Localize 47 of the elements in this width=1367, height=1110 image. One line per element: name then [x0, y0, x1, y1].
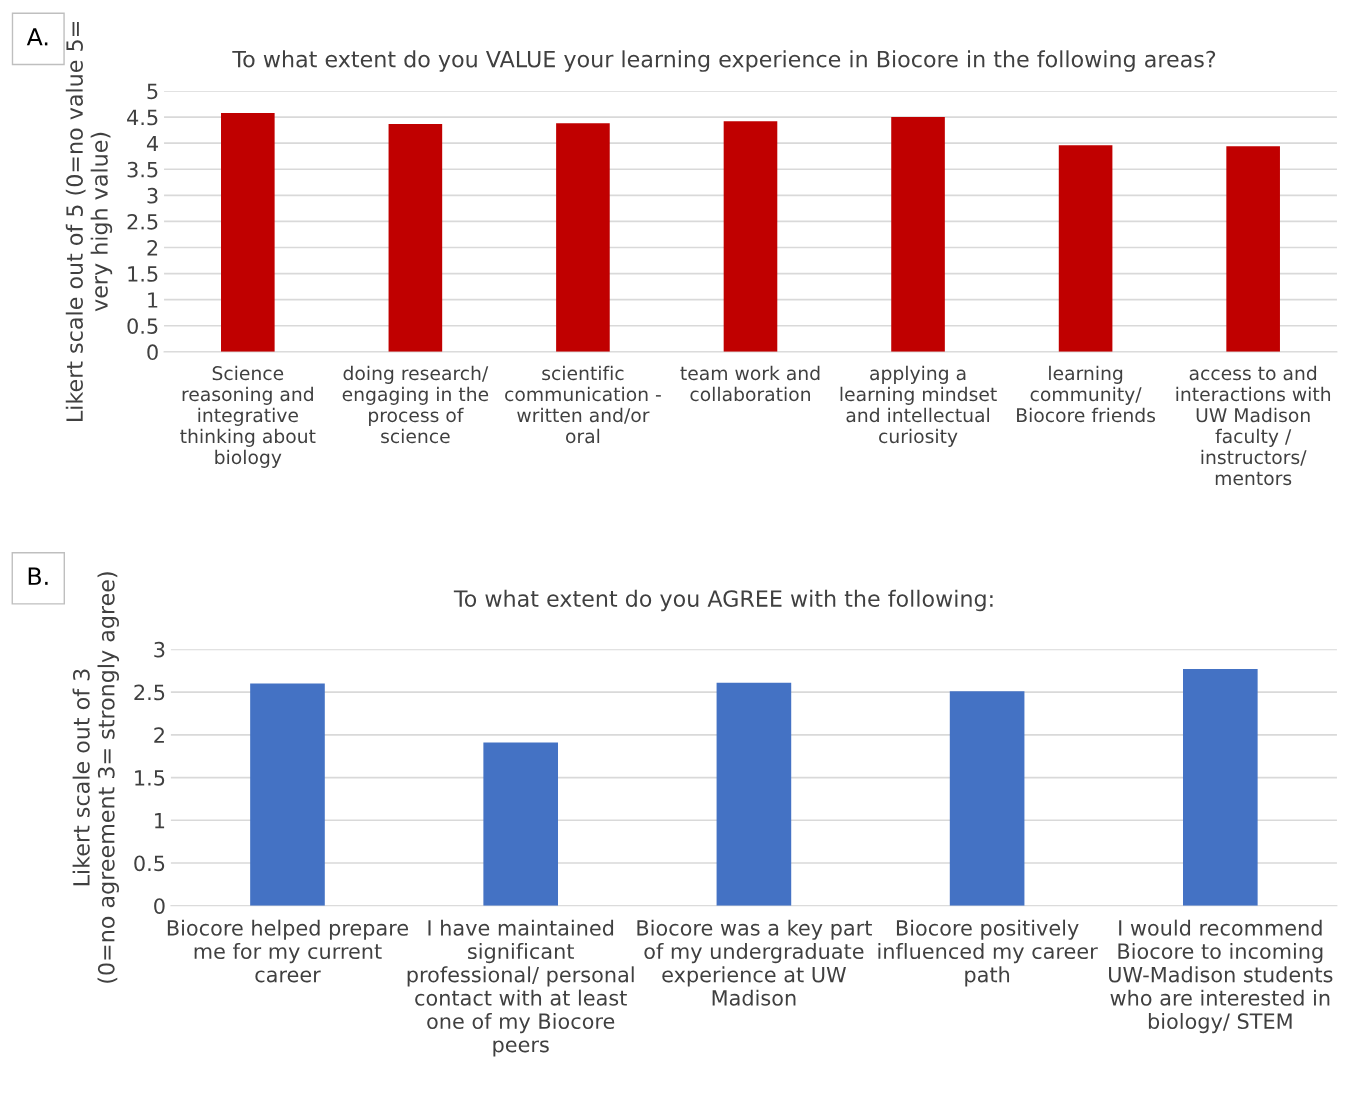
y-tick-label: 1.5: [128, 266, 158, 282]
y-tick-label: 0: [147, 344, 158, 361]
bar: [1058, 145, 1113, 352]
y-tick-label: 0.5: [134, 855, 165, 872]
bar: [388, 123, 443, 352]
y-tick-label: 2: [154, 727, 164, 743]
text: B.: [28, 567, 48, 585]
bar: [483, 742, 558, 906]
x-tick-label: learning community/ Biocore friends: [1017, 365, 1156, 423]
y-tick-label: 1.5: [135, 770, 165, 786]
y-tick-label: 0: [154, 898, 165, 914]
x-tick-label: applying a learning mindset and intellectual curiosity: [840, 365, 997, 447]
bar: [221, 112, 275, 352]
y-tick-label: 5: [147, 83, 158, 100]
chart-title: To what extent do you AGREE with the following:: [453, 589, 993, 612]
y-tick-label: 4: [146, 135, 159, 152]
y-tick-label: 3: [154, 641, 165, 658]
bar: [716, 682, 792, 906]
x-tick-label: scientific communication - written and/or oral: [505, 365, 661, 444]
bar: [1183, 669, 1258, 906]
y-tick-label: 0.5: [127, 318, 158, 334]
x-tick-label: doing research/ engaging in the process of science: [342, 365, 489, 444]
x-tick-label: I would recommend Biocore to incoming UW-Madison students who are interested in biology/ STEM: [1109, 919, 1333, 1034]
x-tick-label: access to and interactions with UW Madison faculty / instructors/ mentors: [1176, 365, 1331, 486]
y-tick-label: 1: [148, 292, 158, 308]
y-tick-label: 1: [155, 813, 165, 829]
bar: [723, 121, 778, 352]
x-tick-label: Biocore was a key part of my undergraduate experience at UW Madison: [637, 919, 872, 1006]
chart-title: To what extent do you VALUE your learning experience in Biocore in the following areas?: [232, 50, 1216, 72]
y-tick-label: 3.5: [127, 161, 158, 178]
x-tick-label: I have maintained significant professional/ personal contact with at least one of my Biocore peers: [407, 919, 634, 1057]
y-axis-title: Likert scale out of 5 (0=no value 5= very high value): [65, 22, 113, 421]
y-axis-title: Likert scale out of 3 (0=no agreement 3= strongly agree): [72, 572, 119, 983]
x-tick-label: Science reasoning and integrative thinking about biology: [180, 365, 316, 468]
y-tick-label: 2.5: [134, 684, 165, 701]
bar: [1226, 146, 1280, 352]
x-tick-label: Biocore positively influenced my career path: [878, 919, 1098, 987]
y-tick-label: 2: [147, 239, 158, 256]
y-tick-label: 3: [147, 187, 158, 204]
bar: [891, 117, 945, 352]
x-tick-label: team work and collaboration: [680, 365, 820, 402]
bar: [949, 691, 1025, 906]
y-tick-label: 2.5: [127, 213, 158, 230]
y-tick-label: 4.5: [127, 109, 158, 126]
bar: [250, 683, 325, 906]
text: A.: [26, 28, 48, 46]
bar: [556, 123, 610, 352]
